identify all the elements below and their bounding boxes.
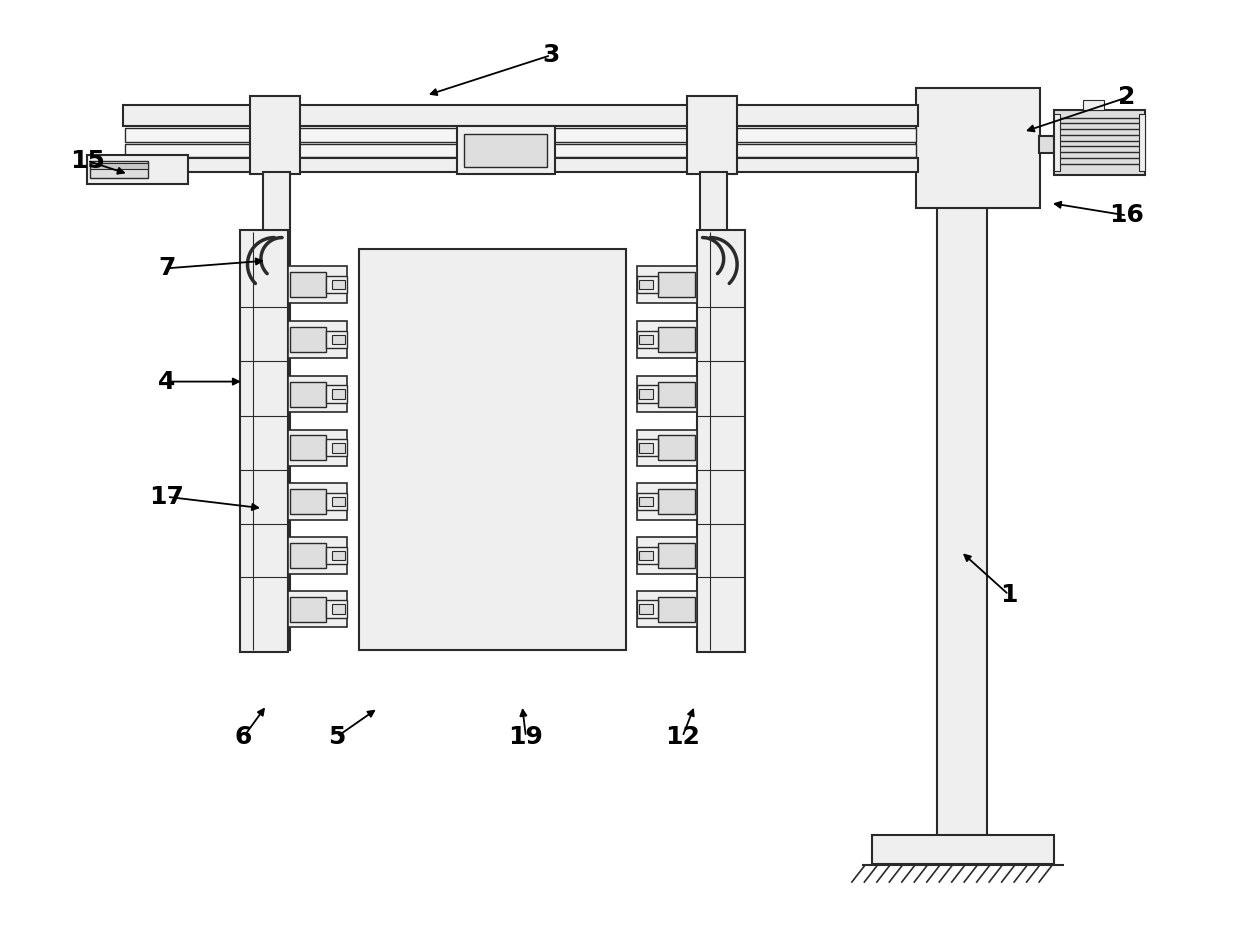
- Bar: [658, 272, 694, 297]
- Bar: [125, 128, 915, 141]
- Bar: [1054, 110, 1145, 175]
- Bar: [639, 335, 652, 344]
- Bar: [658, 436, 694, 460]
- Text: 7: 7: [159, 256, 176, 280]
- Bar: [290, 272, 326, 297]
- Text: 16: 16: [1110, 204, 1145, 227]
- Text: 2: 2: [1118, 85, 1136, 109]
- Bar: [637, 376, 697, 412]
- Bar: [290, 327, 326, 352]
- Bar: [658, 381, 694, 407]
- Bar: [91, 163, 148, 169]
- Bar: [332, 443, 346, 453]
- Bar: [358, 249, 626, 651]
- Bar: [637, 439, 658, 456]
- Bar: [697, 230, 745, 653]
- Bar: [288, 591, 347, 627]
- Bar: [637, 331, 658, 348]
- Bar: [123, 158, 918, 172]
- Bar: [637, 429, 697, 466]
- Bar: [637, 547, 658, 564]
- Bar: [288, 483, 347, 520]
- Bar: [915, 88, 1040, 208]
- Bar: [91, 161, 148, 178]
- Bar: [288, 429, 347, 466]
- Bar: [1054, 114, 1060, 171]
- Bar: [639, 389, 652, 399]
- Text: 12: 12: [665, 725, 699, 749]
- Bar: [332, 604, 346, 614]
- Text: 5: 5: [329, 725, 346, 749]
- Bar: [687, 95, 737, 174]
- Bar: [326, 385, 347, 403]
- Bar: [332, 335, 346, 344]
- Bar: [288, 321, 347, 357]
- Bar: [1140, 114, 1145, 171]
- Bar: [326, 493, 347, 511]
- Bar: [290, 381, 326, 407]
- Bar: [637, 483, 697, 520]
- Bar: [290, 543, 326, 568]
- Text: 15: 15: [69, 149, 104, 173]
- Bar: [658, 327, 694, 352]
- Bar: [123, 105, 918, 126]
- Bar: [639, 604, 652, 614]
- Bar: [699, 172, 727, 651]
- Bar: [637, 493, 658, 511]
- Bar: [125, 143, 915, 157]
- Text: 19: 19: [508, 725, 543, 749]
- Bar: [290, 489, 326, 514]
- Bar: [332, 496, 346, 507]
- Bar: [239, 230, 288, 653]
- Bar: [250, 95, 300, 174]
- Bar: [658, 543, 694, 568]
- Bar: [263, 172, 290, 651]
- Bar: [637, 591, 697, 627]
- Bar: [639, 280, 652, 290]
- Bar: [639, 443, 652, 453]
- Bar: [332, 280, 346, 290]
- Bar: [332, 551, 346, 560]
- Text: 4: 4: [159, 369, 176, 394]
- Bar: [658, 489, 694, 514]
- Bar: [637, 321, 697, 357]
- Bar: [637, 266, 697, 303]
- Bar: [1039, 136, 1054, 153]
- Bar: [639, 496, 652, 507]
- Text: 1: 1: [999, 583, 1018, 607]
- Bar: [1083, 100, 1104, 110]
- Bar: [936, 107, 987, 839]
- Bar: [639, 551, 652, 560]
- Text: 6: 6: [236, 725, 253, 749]
- Bar: [637, 276, 658, 294]
- Bar: [872, 835, 1054, 864]
- Bar: [326, 600, 347, 618]
- Bar: [290, 597, 326, 622]
- Bar: [456, 126, 554, 174]
- Text: 17: 17: [150, 484, 185, 509]
- Bar: [332, 389, 346, 399]
- Bar: [326, 547, 347, 564]
- Bar: [637, 537, 697, 573]
- Bar: [326, 439, 347, 456]
- Bar: [637, 385, 658, 403]
- Bar: [87, 155, 188, 184]
- Bar: [288, 376, 347, 412]
- Bar: [288, 537, 347, 573]
- Bar: [637, 600, 658, 618]
- Bar: [465, 134, 547, 166]
- Bar: [326, 331, 347, 348]
- Bar: [290, 436, 326, 460]
- Bar: [288, 266, 347, 303]
- Bar: [326, 276, 347, 294]
- Bar: [658, 597, 694, 622]
- Text: 3: 3: [542, 43, 559, 67]
